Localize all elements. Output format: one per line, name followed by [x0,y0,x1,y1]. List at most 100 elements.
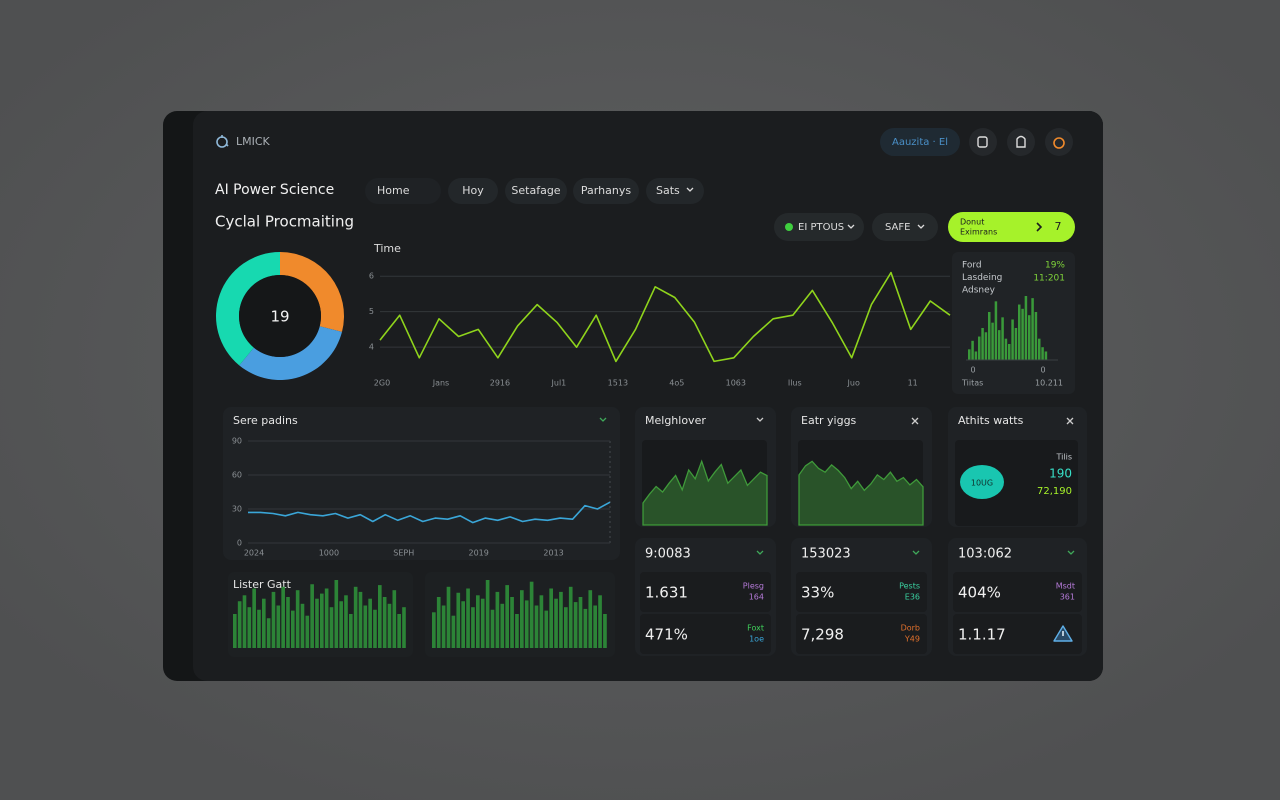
y-tick-label: 90 [232,437,242,446]
icon-button[interactable] [1007,128,1035,156]
logo-text: LMICK [236,135,271,148]
bar [971,340,974,360]
nav-pill[interactable] [573,178,639,204]
bar [603,614,607,648]
bar [349,614,353,648]
bar [500,603,505,648]
bar [1038,338,1041,360]
y-tick-label: 0 [237,539,242,548]
nav-item: Sats [656,184,680,197]
card-inner [642,440,767,526]
x-tick-label: Jans [432,379,450,388]
bar [544,610,549,648]
cta-count: 7 [1055,220,1062,233]
stat-tag: Plesg [743,582,764,591]
y-tick-label: 4 [369,343,374,352]
bar [1044,351,1048,360]
bar [310,584,314,648]
bar [378,585,382,648]
donut-center: 19 [270,308,289,326]
bar [373,609,377,648]
bar [534,605,539,648]
bar [573,602,578,648]
icon-button[interactable] [969,128,997,156]
stat-sub: Y49 [904,635,920,644]
stat-value: 1.631 [645,584,688,602]
bar [1034,312,1038,360]
nav-pill[interactable] [505,178,567,204]
x-tick-label: Ilus [788,379,802,388]
stat-row [796,572,927,612]
close-icon [1066,417,1074,425]
caret [756,550,764,555]
search-text: Aauzita · El [892,137,948,148]
bar [490,609,495,648]
card-stat: 72,190 [1037,486,1072,497]
x-tick-label: 2G0 [374,379,390,388]
filter-pill[interactable] [774,213,864,241]
x-tick-label: Juo [847,379,860,388]
axis-label: 0 [970,366,975,375]
caret [756,417,764,422]
filter-pill[interactable] [872,213,938,241]
bar [994,301,998,360]
bar [588,590,593,648]
icon-button[interactable] [1045,128,1073,156]
panel-footer: 10.211 [1035,379,1063,388]
bar [1028,315,1031,360]
bar [583,608,588,648]
header-icons [969,128,1073,156]
stat-tag: Dorb [901,624,920,633]
caret [912,550,920,555]
bar [363,605,368,648]
stat-value: 471% [645,626,688,644]
nav-pill[interactable] [365,178,441,204]
stat-sub: 164 [749,593,764,602]
caret [1067,550,1075,555]
bar [539,595,544,648]
stat-value: 33% [801,584,834,602]
bar [247,607,252,648]
nav-pill[interactable] [646,178,704,204]
bar [432,612,436,648]
logo-icon [216,135,229,148]
y-tick-label: 30 [232,505,242,514]
bar [991,322,994,360]
stat-value: 7,298 [801,626,844,644]
card-inner [955,440,1078,526]
donut-hole [239,275,321,357]
area-series [642,459,768,526]
bar [451,615,456,648]
bar [1021,308,1024,360]
bar [1008,344,1011,360]
bar [315,598,319,648]
stat-value: 404% [958,584,1001,602]
bar [984,332,988,360]
bar [397,614,401,648]
card-title: Sere padins [233,414,298,427]
bar [978,336,981,360]
stat-tag: Foxt [747,624,764,633]
bar [252,588,256,648]
cta-button[interactable] [948,212,1075,242]
search-pill[interactable] [880,128,960,156]
x-tick-label: 1000 [319,549,339,558]
bar [495,591,500,648]
stat-sub: 361 [1060,593,1075,602]
x-tick-label: 4o5 [669,379,684,388]
bar [1014,328,1018,360]
bar [524,600,529,648]
bar [554,598,558,648]
x-tick-label: 2013 [543,549,563,558]
stat-row [640,614,771,654]
bar [242,595,247,648]
bar [974,351,978,360]
bar [520,590,524,648]
bar [233,614,237,648]
nav-pill[interactable] [448,178,498,204]
bar [598,595,602,648]
badge-text: 10UG [971,479,993,488]
section-title: Lister Gatt [233,578,292,591]
bar [324,588,329,648]
